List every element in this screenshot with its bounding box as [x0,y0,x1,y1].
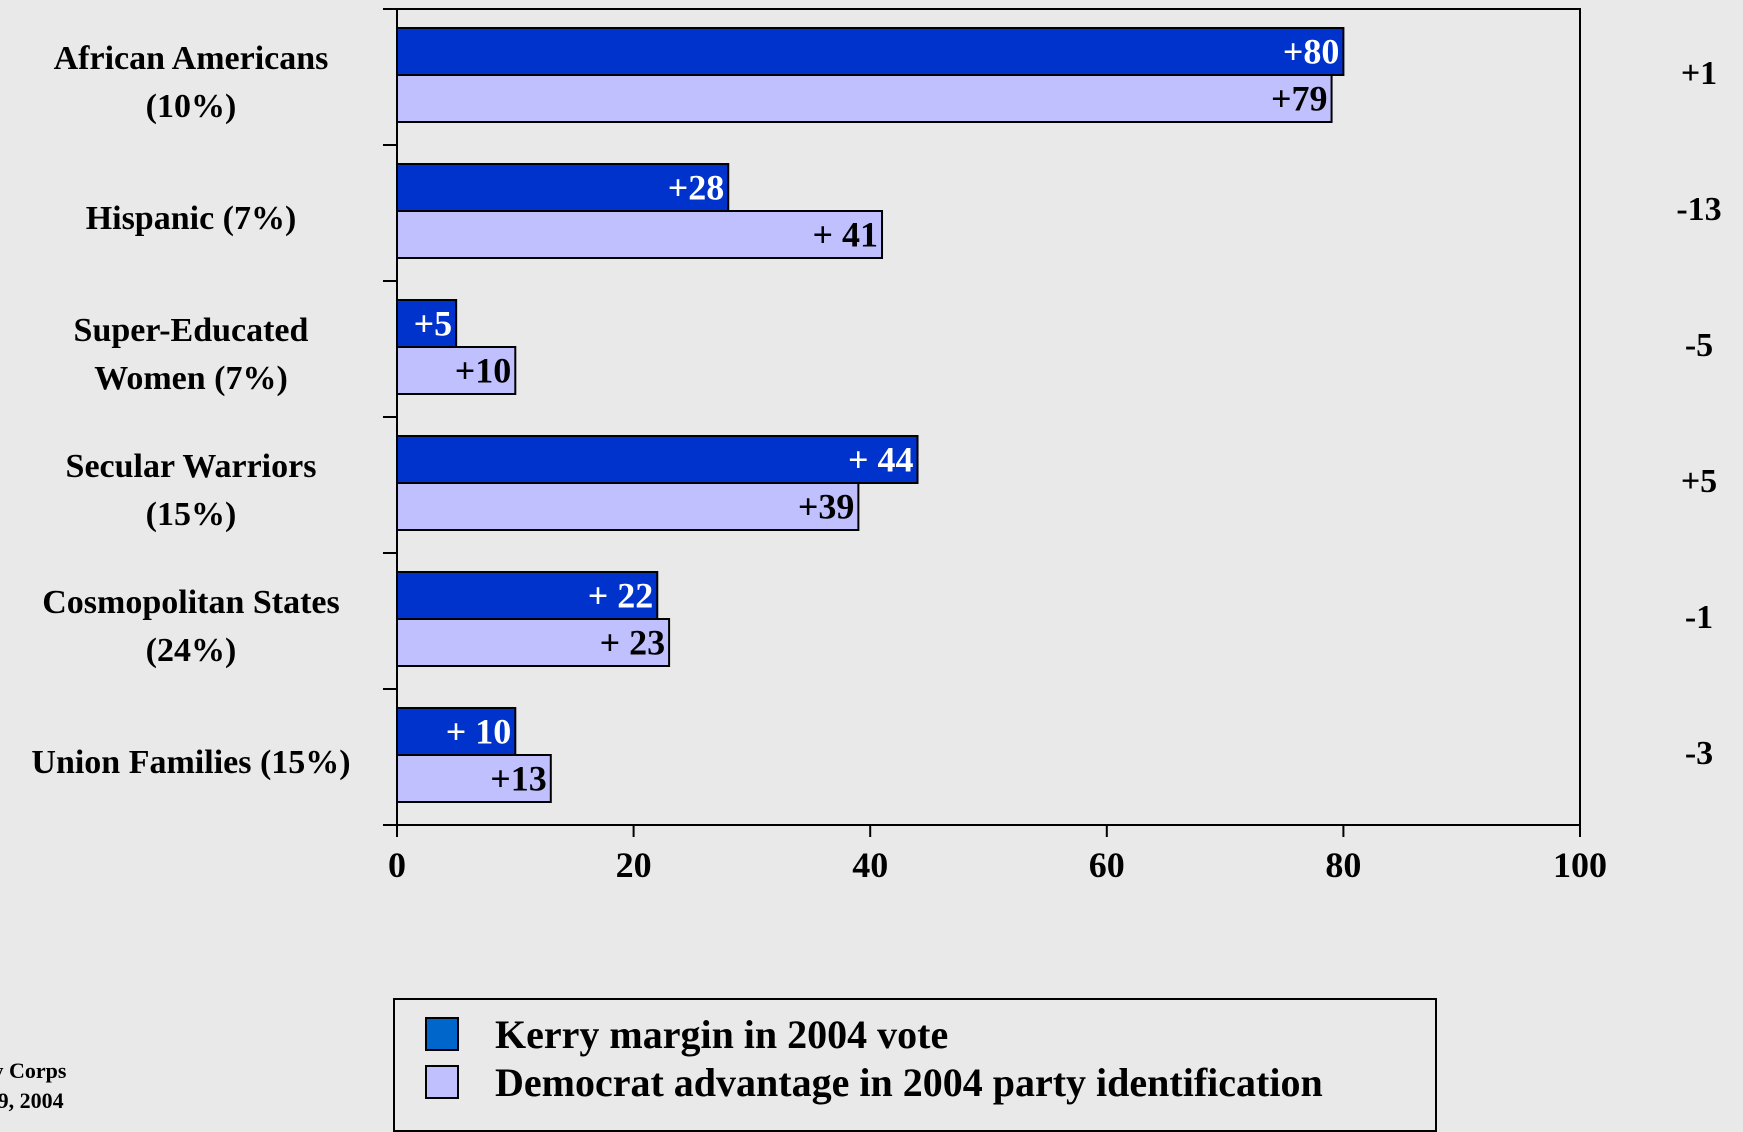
x-tick-label: 80 [1325,845,1361,885]
category-label: Secular Warriors (15%) [65,448,317,533]
legend: Kerry margin in 2004 vote Democrat advan… [393,998,1437,1132]
data-label-democrat: +13 [490,759,547,799]
difference-label: -3 [1684,735,1714,772]
category-label: African Americans (10%) [53,40,329,125]
bar-kerry-margin [396,163,730,212]
chart-plot: 0 20 40 60 80 100 +80 +79 +28 + 41 +5+10 + 44 +39 + 2… [383,8,1607,885]
difference-label: -13 [1676,191,1722,228]
data-label-kerry: + 22 [588,576,654,616]
plot-area-frame [396,8,1581,826]
bar-democrat-advantage [396,74,1333,123]
data-label-kerry: + 44 [848,440,914,480]
difference-label: -1 [1684,599,1714,636]
bar-democrat-advantage [396,618,671,667]
bar-democrat-advantage [396,754,552,803]
data-label-kerry: +80 [1283,32,1340,72]
x-tick-label: 60 [1089,845,1125,885]
category-label: Union Families (15%) [31,744,351,781]
x-tick-label: 0 [388,845,406,885]
difference-label: -5 [1684,327,1714,364]
data-label-kerry: +28 [668,168,725,208]
legend-label-kerry: Kerry margin in 2004 vote [495,1011,949,1057]
bar-democrat-advantage [396,210,884,259]
data-label-kerry: + 10 [446,712,512,752]
data-label-democrat: +79 [1271,79,1328,119]
data-label-democrat: +39 [798,487,855,527]
legend-swatch-democrat [425,1065,459,1099]
bar-democrat-advantage [396,482,860,531]
category-label: Cosmopolitan States (24%) [42,584,340,669]
legend-label-democrat: Democrat advantage in 2004 party identif… [495,1059,1323,1105]
difference-label: +5 [1680,463,1718,500]
bar-kerry-margin [396,27,1345,76]
legend-swatch-kerry [425,1017,459,1051]
data-label-democrat: + 41 [813,215,879,255]
legend-item-democrat: Democrat advantage in 2004 party identif… [425,1059,1323,1105]
bar-kerry-margin [396,435,919,484]
data-label-democrat: + 23 [600,623,666,663]
legend-item-kerry: Kerry margin in 2004 vote [425,1011,949,1057]
footer-date: er 29, 2004 [0,1088,64,1113]
x-tick-label: 100 [1553,845,1607,885]
bar-democrat-advantage [396,346,517,395]
data-label-kerry: +5 [414,304,453,344]
x-tick-label: 20 [616,845,652,885]
category-label: Hispanic (7%) [85,200,297,237]
footer-source: racy Corps [0,1058,67,1083]
difference-label: +1 [1680,55,1718,92]
data-label-democrat: +10 [455,351,512,391]
x-tick-label: 40 [852,845,888,885]
category-label: Super-Educated Women (7%) [73,312,309,397]
